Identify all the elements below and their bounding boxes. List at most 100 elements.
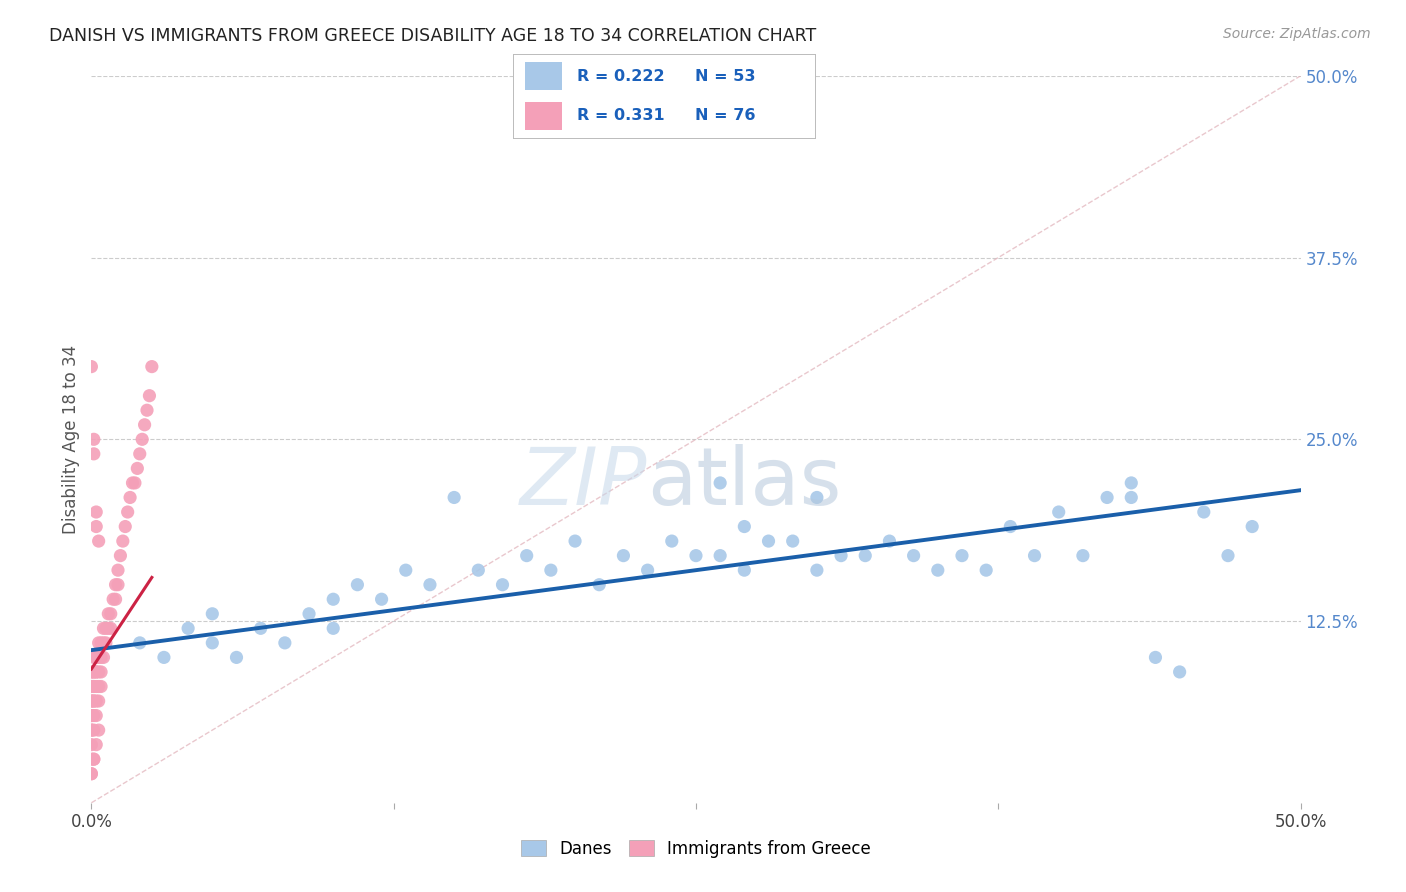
Point [83, 723, 105, 737]
Point [1241, 519, 1264, 533]
Text: R = 0.331: R = 0.331 [576, 108, 664, 123]
Point [87, 723, 110, 737]
Point [83, 752, 105, 766]
Point [84, 650, 107, 665]
Y-axis label: Disability Age 18 to 34: Disability Age 18 to 34 [62, 344, 80, 534]
Point [121, 475, 143, 490]
Text: N = 53: N = 53 [695, 69, 755, 84]
Point [90, 650, 112, 665]
Point [1121, 475, 1143, 490]
Point [87, 694, 110, 708]
Point [83, 665, 105, 679]
Point [114, 519, 136, 533]
Point [80, 665, 103, 679]
Point [134, 417, 156, 432]
Point [249, 621, 271, 635]
Text: ZIP: ZIP [520, 444, 648, 522]
Text: atlas: atlas [648, 444, 842, 522]
Point [709, 475, 731, 490]
Point [903, 549, 925, 563]
Point [80, 738, 103, 752]
Point [80, 766, 103, 780]
Point [1216, 549, 1239, 563]
Point [80, 723, 103, 737]
Point [127, 461, 149, 475]
Point [138, 389, 160, 403]
Point [90, 665, 112, 679]
Text: DANISH VS IMMIGRANTS FROM GREECE DISABILITY AGE 18 TO 34 CORRELATION CHART: DANISH VS IMMIGRANTS FROM GREECE DISABIL… [49, 27, 817, 45]
Point [733, 519, 755, 533]
Point [117, 505, 139, 519]
Point [1047, 505, 1070, 519]
Point [83, 694, 105, 708]
Point [419, 578, 441, 592]
Point [84, 519, 107, 533]
Point [97, 621, 120, 635]
Point [758, 534, 780, 549]
Point [83, 694, 105, 708]
Point [83, 665, 105, 679]
Point [661, 534, 683, 549]
Point [136, 403, 159, 417]
Point [84, 738, 107, 752]
Point [709, 549, 731, 563]
Point [107, 578, 129, 592]
Point [83, 432, 105, 446]
Point [84, 694, 107, 708]
Point [588, 578, 610, 592]
Text: N = 76: N = 76 [695, 108, 755, 123]
Point [107, 563, 129, 577]
Point [1024, 549, 1046, 563]
Point [80, 694, 103, 708]
Point [298, 607, 321, 621]
Point [84, 505, 107, 519]
Point [84, 708, 107, 723]
Point [322, 592, 344, 607]
Point [97, 607, 120, 621]
Point [853, 549, 876, 563]
Point [177, 621, 200, 635]
Point [93, 650, 115, 665]
Point [733, 563, 755, 577]
Point [124, 475, 146, 490]
Point [927, 563, 949, 577]
Point [1192, 505, 1215, 519]
Point [84, 665, 107, 679]
Point [80, 694, 103, 708]
Legend: Danes, Immigrants from Greece: Danes, Immigrants from Greece [515, 833, 877, 864]
FancyBboxPatch shape [526, 102, 561, 130]
Point [637, 563, 659, 577]
Point [1000, 519, 1022, 533]
Point [225, 650, 247, 665]
Point [830, 549, 852, 563]
Point [612, 549, 634, 563]
Point [100, 607, 122, 621]
Point [491, 578, 513, 592]
Point [370, 592, 392, 607]
Point [104, 592, 127, 607]
Point [100, 621, 122, 635]
Point [83, 708, 105, 723]
Point [84, 680, 107, 694]
Point [80, 708, 103, 723]
Point [322, 621, 344, 635]
Point [395, 563, 418, 577]
Point [93, 621, 115, 635]
Point [83, 650, 105, 665]
Point [1121, 491, 1143, 505]
Point [1071, 549, 1094, 563]
Point [83, 680, 105, 694]
Point [346, 578, 368, 592]
Point [80, 680, 103, 694]
Point [131, 432, 153, 446]
Text: Source: ZipAtlas.com: Source: ZipAtlas.com [1223, 27, 1371, 41]
Point [87, 665, 110, 679]
Point [1168, 665, 1191, 679]
Point [80, 680, 103, 694]
Point [90, 680, 112, 694]
Point [80, 752, 103, 766]
Point [879, 534, 901, 549]
Point [540, 563, 562, 577]
Point [950, 549, 973, 563]
Point [84, 665, 107, 679]
